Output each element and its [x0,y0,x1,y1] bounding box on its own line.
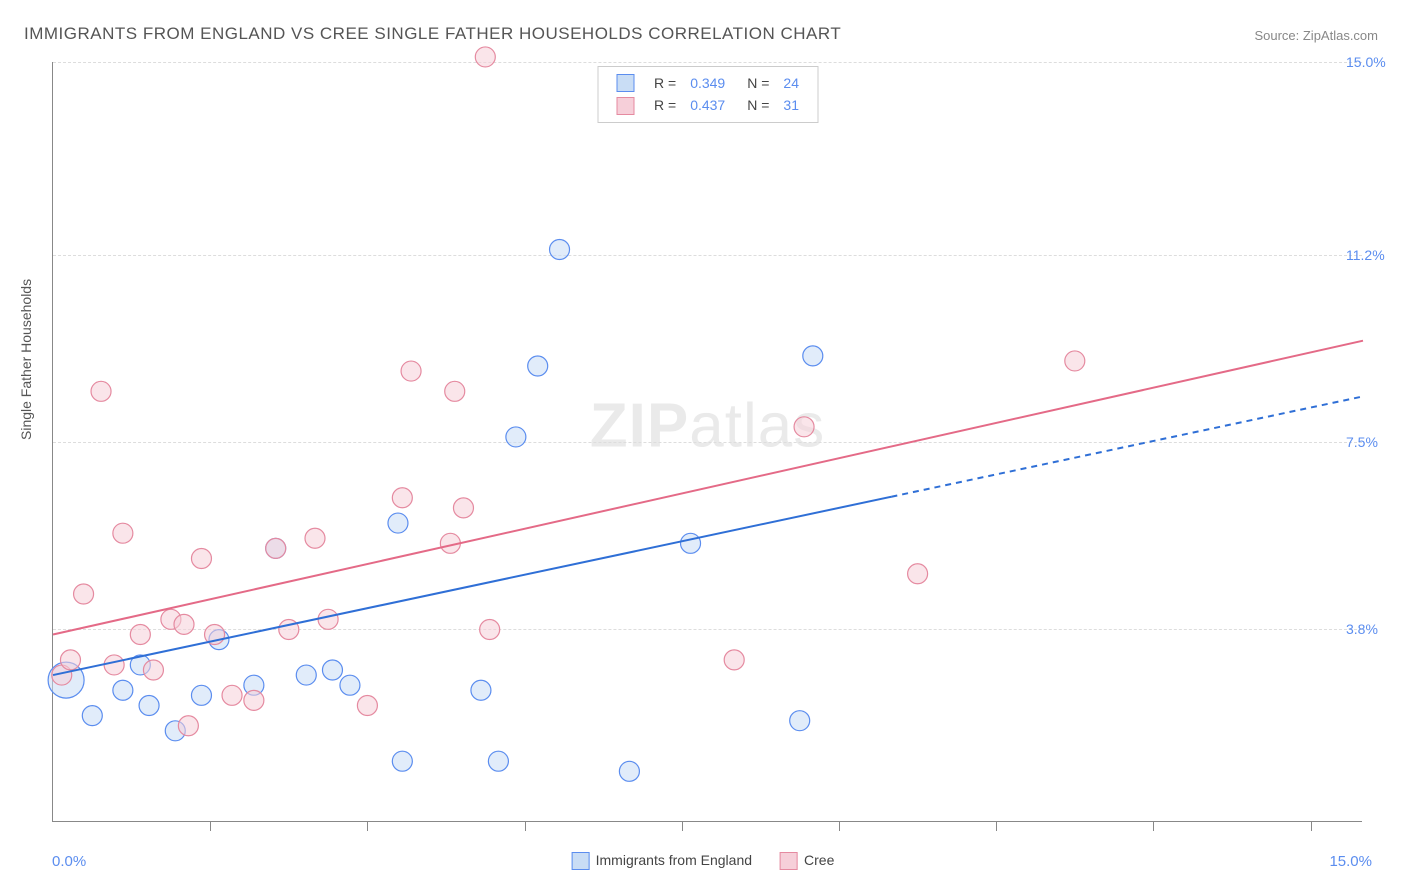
scatter-point [322,660,342,680]
n-value: 24 [777,73,805,93]
x-tick [367,821,368,831]
scatter-point [506,427,526,447]
stats-table: R =0.349N =24R =0.437N =31 [608,71,807,118]
r-value: 0.349 [684,73,731,93]
x-tick [1311,821,1312,831]
scatter-point [388,513,408,533]
x-tick [525,821,526,831]
x-tick [682,821,683,831]
x-tick [996,821,997,831]
legend-label: Immigrants from England [596,852,752,868]
r-label: R = [648,73,682,93]
scatter-point [480,619,500,639]
scatter-point [244,690,264,710]
legend-swatch [616,97,634,115]
scatter-point [191,685,211,705]
scatter-point [392,751,412,771]
source-attribution: Source: ZipAtlas.com [1254,28,1378,43]
scatter-point [357,695,377,715]
scatter-point [724,650,744,670]
scatter-point [908,564,928,584]
legend-swatch [572,852,590,870]
scatter-point [178,716,198,736]
x-tick [1153,821,1154,831]
scatter-point [305,528,325,548]
scatter-point [401,361,421,381]
scatter-point [104,655,124,675]
scatter-point [91,381,111,401]
scatter-point [790,711,810,731]
legend-label: Cree [804,852,834,868]
scatter-point [475,47,495,67]
trend-line-dashed [891,396,1363,496]
scatter-svg [53,62,1363,822]
y-axis-label: Single Father Households [18,279,34,440]
n-label: N = [733,73,775,93]
scatter-point [174,614,194,634]
scatter-point [60,650,80,670]
scatter-point [340,675,360,695]
scatter-point [453,498,473,518]
scatter-point [74,584,94,604]
scatter-point [113,523,133,543]
scatter-point [266,538,286,558]
scatter-point [130,625,150,645]
legend-swatch [780,852,798,870]
scatter-point [191,549,211,569]
scatter-point [488,751,508,771]
scatter-point [471,680,491,700]
legend-item: Immigrants from England [572,852,752,870]
scatter-point [139,695,159,715]
chart-title: IMMIGRANTS FROM ENGLAND VS CREE SINGLE F… [24,24,841,44]
stats-legend: R =0.349N =24R =0.437N =31 [597,66,818,123]
scatter-point [681,533,701,553]
source-prefix: Source: [1254,28,1302,43]
scatter-point [445,381,465,401]
trend-line [53,497,891,675]
scatter-point [1065,351,1085,371]
scatter-point [318,609,338,629]
x-axis-max-label: 15.0% [1329,853,1372,870]
legend-item: Cree [780,852,834,870]
scatter-point [528,356,548,376]
scatter-point [143,660,163,680]
source-link[interactable]: ZipAtlas.com [1303,28,1378,43]
scatter-point [392,488,412,508]
plot-area: ZIPatlas 3.8%7.5%11.2%15.0% R =0.349N =2… [52,62,1362,822]
scatter-point [619,761,639,781]
r-value: 0.437 [684,95,731,115]
n-label: N = [733,95,775,115]
scatter-point [794,417,814,437]
x-axis-min-label: 0.0% [52,853,86,870]
x-tick [210,821,211,831]
x-tick [839,821,840,831]
scatter-point [803,346,823,366]
n-value: 31 [777,95,805,115]
scatter-point [82,706,102,726]
scatter-point [222,685,242,705]
r-label: R = [648,95,682,115]
scatter-point [296,665,316,685]
stats-row: R =0.349N =24 [610,73,805,93]
stats-row: R =0.437N =31 [610,95,805,115]
legend-swatch [616,74,634,92]
scatter-point [550,239,570,259]
series-legend: Immigrants from England Cree [572,852,835,870]
scatter-point [113,680,133,700]
trend-line [53,341,1363,635]
